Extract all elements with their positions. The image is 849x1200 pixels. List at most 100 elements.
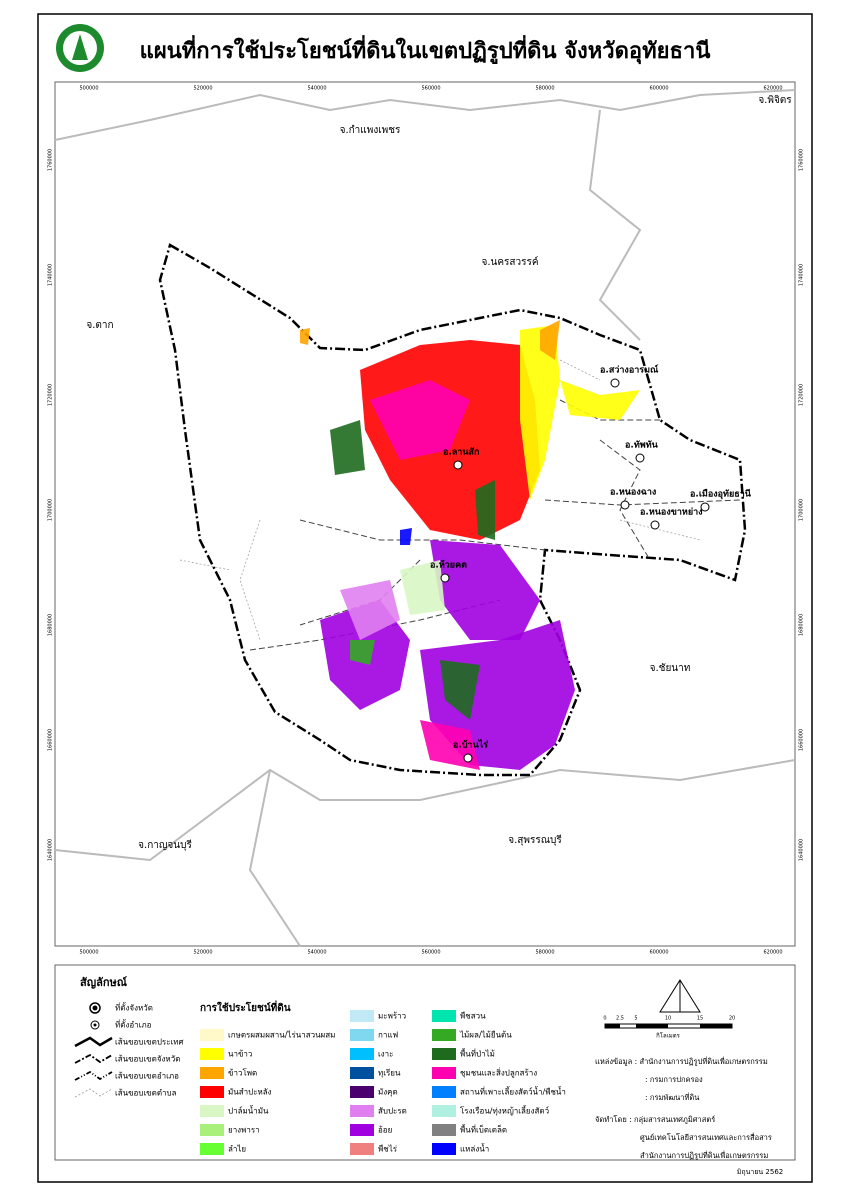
province-label: จ.พิจิตร — [758, 95, 792, 106]
district-point — [700, 502, 710, 512]
symbol-icon — [74, 1053, 113, 1064]
scale-bar-segment — [700, 1024, 732, 1028]
symbol-label: เส้นขอบเขตอำเภอ — [115, 1072, 179, 1081]
land-use-swatch — [200, 1105, 224, 1117]
north-arrow — [659, 979, 701, 1013]
land-use-swatch — [432, 1124, 456, 1136]
land-use-label: สถานที่เพาะเลี้ยงสัตว์น้ำ/พืชน้ำ — [460, 1086, 566, 1097]
x-coordinate-label: 560000 — [421, 950, 440, 956]
district-point — [440, 573, 450, 583]
province-label: จ.นครสวรรค์ — [481, 256, 538, 268]
land-use-label: ลำไย — [228, 1145, 246, 1154]
land-use-swatch — [200, 1086, 224, 1098]
y-coordinate-label: 1640000 — [48, 839, 54, 861]
y-coordinate-label: 1640000 — [799, 839, 805, 861]
land-use-swatch — [350, 1029, 374, 1041]
land-use-area — [350, 640, 375, 665]
province-boundary — [54, 759, 796, 862]
credit-line: จัดทำโดย : กลุ่มสารสนเทศภูมิศาสตร์ — [595, 1115, 715, 1124]
land-use-swatch — [350, 1086, 374, 1098]
symbols-title: สัญลักษณ์ — [80, 976, 128, 989]
symbol-icon — [74, 1088, 113, 1098]
land-use-area — [475, 480, 495, 540]
land-use-label: กาแฟ — [378, 1031, 398, 1040]
y-coordinate-label: 1760000 — [799, 149, 805, 171]
land-use-area — [400, 528, 412, 545]
y-coordinate-label: 1680000 — [48, 614, 54, 636]
symbol-label: เส้นขอบเขตตำบล — [115, 1089, 177, 1098]
district-label: อ.ทัพทัน — [625, 440, 659, 451]
land-use-label: พื้นที่เบ็ดเตล็ด — [460, 1124, 507, 1135]
scale-bar-segment — [636, 1024, 668, 1028]
x-coordinate-label: 540000 — [307, 86, 326, 92]
province-label: จ.ตาก — [86, 320, 113, 331]
x-coordinate-label: 500000 — [79, 950, 98, 956]
symbol-label: เส้นขอบเขตประเทศ — [115, 1038, 184, 1047]
y-coordinate-label: 1700000 — [799, 499, 805, 521]
x-coordinate-label: 620000 — [763, 950, 782, 956]
land-use-label: สับปะรด — [378, 1107, 407, 1116]
land-use-area — [540, 320, 560, 360]
land-use-swatch — [432, 1048, 456, 1060]
land-use-label: นาข้าว — [228, 1050, 252, 1059]
land-use-label: เงาะ — [378, 1050, 393, 1059]
district-label: อ.หนองฉาง — [610, 488, 656, 498]
land-use-swatch — [432, 1143, 456, 1155]
district-point — [635, 453, 645, 463]
y-coordinate-label: 1700000 — [48, 499, 54, 521]
land-use-swatch — [200, 1124, 224, 1136]
land-use-swatch — [432, 1067, 456, 1079]
scale-tick-label: 15 — [697, 1016, 703, 1022]
scale-tick-label: 20 — [729, 1016, 735, 1022]
symbol-label: ที่ตั้งอำเภอ — [115, 1019, 152, 1030]
land-use-area — [430, 540, 540, 640]
land-use-label: โรงเรือน/ทุ่งหญ้าเลี้ยงสัตว์ — [460, 1105, 549, 1116]
land-use-swatch — [432, 1010, 456, 1022]
district-label: อ.เมืองอุทัยธานี — [690, 488, 752, 500]
land-use-label: พืชไร่ — [378, 1145, 398, 1154]
land-use-label: มันสำปะหลัง — [228, 1088, 272, 1097]
credit-line: แหล่งข้อมูล : สำนักงานการปฏิรูปที่ดินเพื… — [595, 1056, 768, 1066]
land-use-area — [340, 580, 400, 640]
legend-frame — [54, 964, 796, 1161]
land-use-label: มังคุด — [378, 1088, 398, 1097]
scale-tick-label: 0 — [603, 1016, 606, 1022]
credit-line: สำนักงานการปฏิรูปที่ดินเพื่อเกษตรกรรม — [640, 1150, 768, 1160]
x-coordinate-label: 560000 — [421, 86, 440, 92]
y-coordinate-label: 1720000 — [799, 384, 805, 406]
land-use-label: ทุเรียน — [378, 1069, 401, 1078]
land-use-area — [370, 380, 470, 460]
land-use-label: พื้นที่ป่าไม้ — [460, 1048, 495, 1059]
land-use-swatch — [350, 1067, 374, 1079]
province-label: จ.ชัยนาท — [650, 663, 691, 674]
scale-tick-label: 5 — [634, 1016, 637, 1022]
land-use-area — [400, 560, 445, 615]
land-use-label: ปาล์มน้ำมัน — [228, 1105, 269, 1116]
land-use-area — [520, 325, 560, 500]
scale-unit: กิโลเมตร — [656, 1032, 681, 1040]
district-label: อ.สว่างอารมณ์ — [600, 364, 659, 376]
sheet-border — [37, 13, 813, 1183]
symbol-icon — [92, 1005, 98, 1011]
land-use-label: อ้อย — [378, 1126, 392, 1135]
land-use-swatch — [432, 1029, 456, 1041]
district-label: อ.ลานสัก — [443, 447, 480, 458]
land-use-label: ข้าวโพด — [228, 1068, 257, 1078]
symbol-icon — [93, 1023, 97, 1027]
district-point — [650, 520, 660, 530]
title: แผนที่การใช้ประโยชน์ที่ดินในเขตปฏิรูปที่… — [140, 34, 711, 65]
land-use-label: พืชสวน — [460, 1012, 486, 1021]
x-coordinate-label: 580000 — [535, 950, 554, 956]
province-boundary — [248, 769, 301, 947]
y-coordinate-label: 1720000 — [48, 384, 54, 406]
land-use-swatch — [200, 1029, 224, 1041]
land-use-swatch — [350, 1143, 374, 1155]
land-use-area — [330, 420, 365, 475]
province-label: จ.กำแพงเพชร — [340, 125, 401, 136]
land-use-swatch — [200, 1048, 224, 1060]
land-use-area — [560, 380, 640, 420]
land-use-label: แหล่งน้ำ — [460, 1143, 489, 1154]
land-use-swatch — [350, 1048, 374, 1060]
